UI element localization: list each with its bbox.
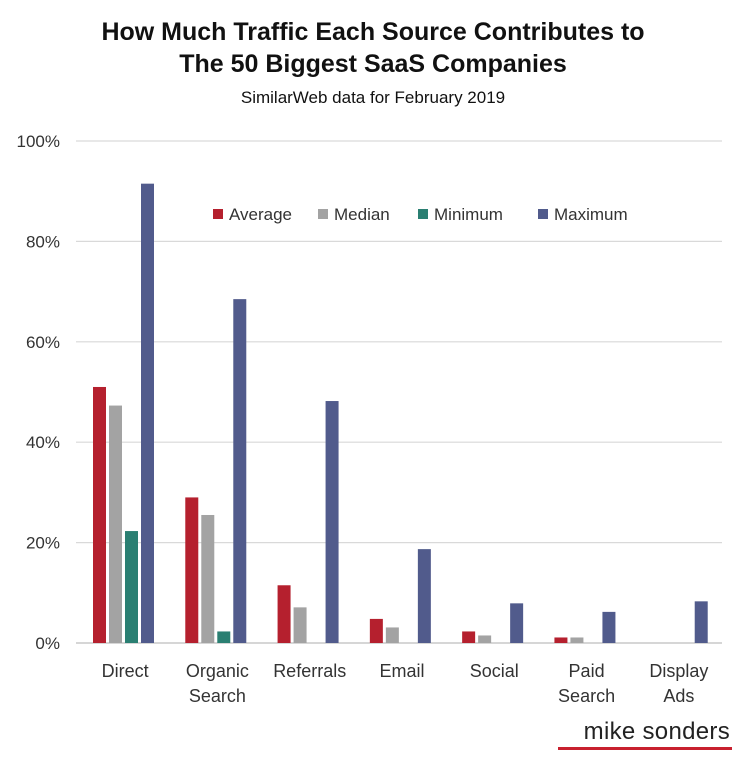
legend-swatch-median: [318, 209, 328, 219]
legend-swatch-minimum: [418, 209, 428, 219]
bar-maximum: [417, 549, 431, 643]
bar-median: [293, 607, 307, 643]
y-tick-label: 0%: [35, 634, 60, 653]
brand-underline: [558, 747, 732, 750]
chart-title-line-1: How Much Traffic Each Source Contributes…: [101, 18, 645, 46]
bar-maximum: [510, 603, 524, 643]
chart-title: How Much Traffic Each Source Contributes…: [0, 16, 746, 80]
chart-subtitle: SimilarWeb data for February 2019: [240, 88, 506, 107]
legend-label-average: Average: [229, 205, 292, 224]
x-tick-label: Search: [558, 686, 615, 706]
chart-title-line-2: The 50 Biggest SaaS Companies: [179, 50, 567, 78]
bar-average: [277, 585, 291, 643]
bar-median: [570, 637, 584, 643]
bar-median: [201, 514, 215, 643]
bar-maximum: [325, 401, 339, 643]
bar-average: [185, 497, 199, 643]
y-tick-label: 20%: [26, 534, 60, 553]
legend-label-maximum: Maximum: [554, 205, 628, 224]
x-tick-label: Display: [649, 661, 708, 681]
legend-label-median: Median: [334, 205, 390, 224]
y-tick-label: 80%: [26, 232, 60, 251]
x-tick-label: Ads: [663, 686, 694, 706]
bar-maximum: [233, 299, 247, 643]
bar-maximum: [602, 611, 616, 643]
x-tick-label: Referrals: [273, 661, 346, 681]
legend-swatch-maximum: [538, 209, 548, 219]
bar-median: [478, 635, 492, 643]
x-tick-label: Social: [470, 661, 519, 681]
x-tick-label: Email: [379, 661, 424, 681]
bar-average: [369, 618, 383, 643]
bar-average: [462, 631, 476, 643]
bar-median: [109, 405, 122, 643]
y-tick-label: 100%: [17, 132, 60, 151]
legend-label-minimum: Minimum: [434, 205, 503, 224]
x-tick-label: Paid: [569, 661, 605, 681]
bar-maximum: [694, 601, 708, 643]
brand-logo: mike sonders: [583, 718, 730, 745]
x-tick-label: Search: [189, 686, 246, 706]
y-tick-label: 40%: [26, 433, 60, 452]
x-tick-label: Direct: [102, 661, 149, 681]
bar-average: [554, 637, 568, 643]
bar-minimum: [217, 631, 231, 643]
bar-median: [385, 627, 399, 643]
bar-minimum: [125, 531, 138, 643]
bar-maximum: [141, 183, 154, 644]
y-tick-label: 60%: [26, 333, 60, 352]
x-tick-label: Organic: [186, 661, 249, 681]
bar-average: [93, 386, 106, 643]
legend-swatch-average: [213, 209, 223, 219]
